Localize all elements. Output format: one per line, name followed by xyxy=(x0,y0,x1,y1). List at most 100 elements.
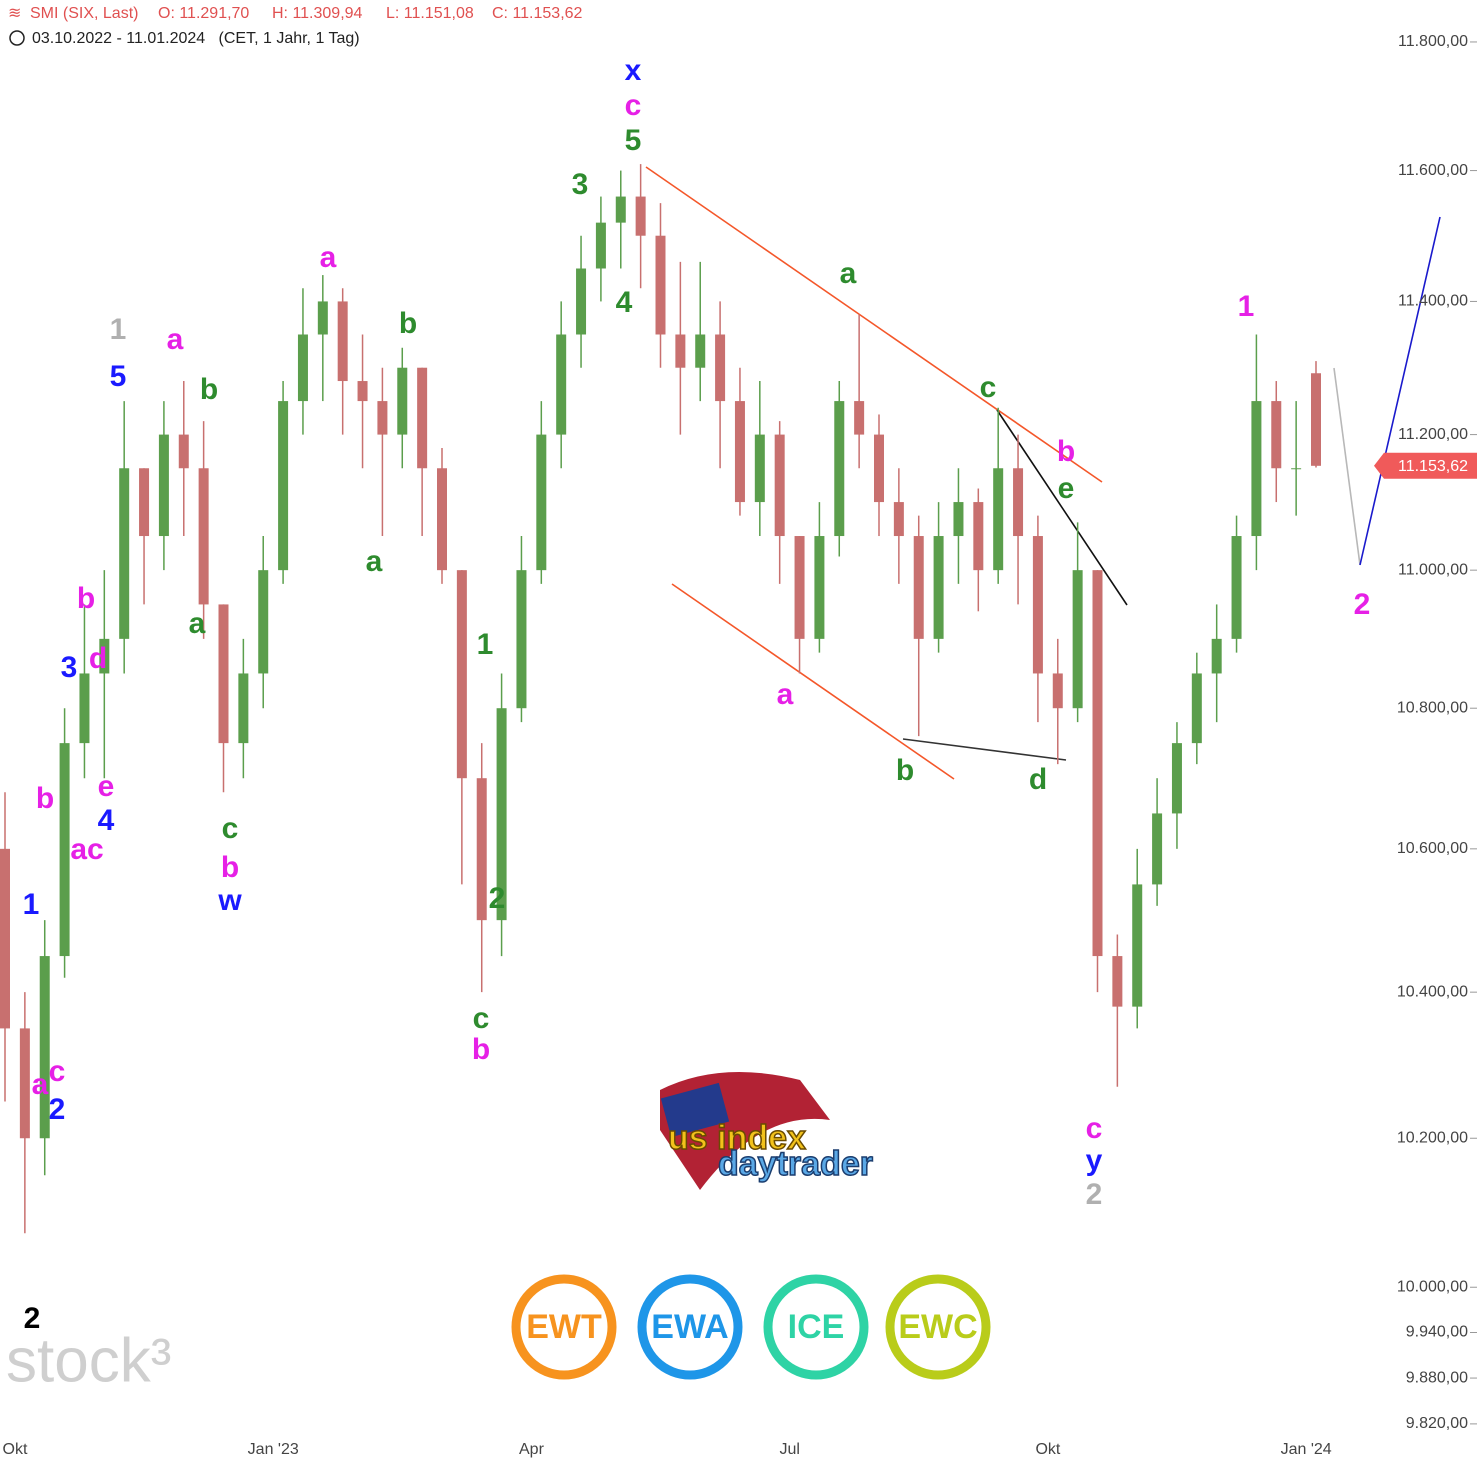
candle-body xyxy=(1271,401,1282,469)
wave-label: c xyxy=(49,1055,66,1088)
candle-body xyxy=(238,673,249,744)
candle-body xyxy=(556,334,567,435)
wave-label: b xyxy=(36,782,54,815)
candle-body xyxy=(1132,884,1143,1007)
wave-label: 3 xyxy=(61,651,78,684)
wave-label: b xyxy=(221,851,239,884)
wave-label: x xyxy=(625,54,642,87)
candle-body xyxy=(1013,468,1024,537)
y-tick-label: 10.800,00 xyxy=(1397,699,1468,716)
wave-label: b xyxy=(77,582,95,615)
candle-body xyxy=(1211,638,1222,674)
candle-body xyxy=(297,334,308,402)
candle-body xyxy=(39,956,50,1139)
candle-body xyxy=(397,367,408,435)
candle-body xyxy=(576,268,587,335)
candle-body xyxy=(198,468,209,605)
candle-body xyxy=(99,638,110,674)
x-tick-label: Apr xyxy=(519,1441,545,1458)
wave-label: ac xyxy=(70,833,103,866)
wave-label: c xyxy=(980,371,997,404)
wave-label: c xyxy=(222,812,239,845)
wave-label: b xyxy=(896,754,914,787)
candle-body xyxy=(278,401,289,571)
candle-body xyxy=(59,743,70,957)
subtitle: 03.10.2022 - 11.01.2024 (CET, 1 Jahr, 1 … xyxy=(32,30,360,47)
y-tick-label: 10.600,00 xyxy=(1397,840,1468,857)
y-tick-label: 9.820,00 xyxy=(1406,1415,1468,1432)
wave-label: b xyxy=(1057,435,1075,468)
candle-body xyxy=(1112,956,1123,1007)
wave-label: c xyxy=(473,1002,490,1035)
candle-body xyxy=(834,401,845,537)
trendline xyxy=(645,166,1103,483)
candle-body xyxy=(754,434,765,503)
trendline xyxy=(671,583,955,780)
header-close: C: 11.153,62 xyxy=(492,5,583,22)
candle-body xyxy=(79,673,90,744)
wave-label: w xyxy=(217,884,242,917)
wave-label: b xyxy=(200,373,218,406)
wave-label: a xyxy=(167,323,184,356)
header-high: H: 11.309,94 xyxy=(272,5,363,22)
candle-body xyxy=(139,468,150,537)
flag-canton xyxy=(660,1082,730,1138)
y-tick-label: 11.400,00 xyxy=(1398,293,1468,310)
wave-label: e xyxy=(98,770,115,803)
header: ≋ SMI (SIX, Last) O: 11.291,70 H: 11.309… xyxy=(8,5,583,47)
candle-body xyxy=(437,468,447,571)
wave-label: 4 xyxy=(98,804,115,837)
wave-label: d xyxy=(89,642,107,675)
candle-body xyxy=(158,434,169,537)
candle-body xyxy=(814,536,825,639)
logo: us index daytrader xyxy=(660,1072,874,1190)
candle-body xyxy=(715,334,726,402)
wave-label: c xyxy=(625,89,642,122)
candle-body xyxy=(456,570,467,779)
wave-label: 2 xyxy=(1086,1178,1103,1211)
wave-label: b xyxy=(399,307,417,340)
wave-label: 1 xyxy=(110,313,127,346)
wave-label: 1 xyxy=(23,888,40,921)
wave-label: 4 xyxy=(616,286,633,319)
candle-body xyxy=(377,401,388,435)
candle-body xyxy=(417,367,428,469)
wave-label: 1 xyxy=(477,628,494,661)
candle-body xyxy=(635,196,646,236)
candle-body xyxy=(913,536,924,639)
candle-body xyxy=(675,334,686,368)
logo-text: us index xyxy=(668,1119,806,1157)
candle-body xyxy=(19,1028,30,1139)
badge-label: EWA xyxy=(651,1308,728,1346)
badge-label: EWT xyxy=(526,1308,602,1346)
candle-body xyxy=(993,468,1004,571)
badge-label: EWC xyxy=(898,1308,977,1346)
y-tick-label: 11.000,00 xyxy=(1398,561,1468,578)
wave-label: b xyxy=(472,1033,490,1066)
logo-text: daytrader xyxy=(718,1145,873,1183)
projection-line xyxy=(1333,367,1361,566)
badges: EWT EWA ICE EWC xyxy=(511,1274,991,1380)
wave-label: a xyxy=(189,607,206,640)
candle-body xyxy=(933,536,944,639)
y-tick-label: 11.800,00 xyxy=(1398,33,1468,50)
wave-label: a xyxy=(777,678,794,711)
x-tick-label: Okt xyxy=(3,1441,28,1458)
y-tick-label: 11.200,00 xyxy=(1398,426,1468,443)
y-tick-label: 11.600,00 xyxy=(1398,162,1468,179)
candle-body xyxy=(496,708,507,921)
wave-label: c xyxy=(1086,1112,1103,1145)
candle-body xyxy=(119,468,130,639)
candle-body xyxy=(615,196,626,223)
candle-body xyxy=(1191,673,1202,744)
badge xyxy=(637,1274,743,1380)
candle-body xyxy=(536,434,547,571)
wave-label: 5 xyxy=(625,124,642,157)
trendlines xyxy=(645,166,1441,780)
candle-body xyxy=(1251,401,1262,537)
candle-body xyxy=(595,222,606,269)
candle-body xyxy=(317,301,328,335)
candles xyxy=(0,164,1321,1234)
header-symbol: SMI (SIX, Last) xyxy=(30,5,138,22)
